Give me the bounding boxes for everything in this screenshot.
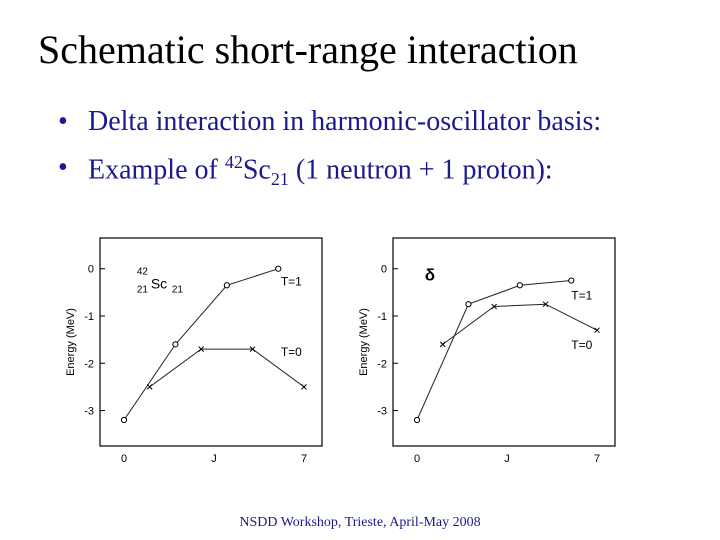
delta-annotation: δ [425,266,435,285]
annotation-neutron-number: 21 [172,285,184,296]
y-tick-label: -2 [84,358,94,370]
energy-chart-left: 0 -1 -2 -3 0 J 7 Energy (MeV) T=1 T=0 42 21 Sc 21 [62,232,324,470]
plot-frame [392,237,616,447]
x-tick-label: 0 [414,453,420,465]
series-line-t1 [416,280,572,421]
data-point-circle [223,282,230,289]
bullet-text-suffix: (1 neutron + 1 proton): [288,154,553,186]
data-point-circle [465,301,472,308]
bullet-dot-icon: • [58,152,68,183]
bullet-item: • Example of 42Sc21 (1 neutron + 1 proto… [58,152,601,198]
data-point-cross [542,301,549,308]
x-tick-label: J [504,453,510,465]
bullet-text-prefix: Example of [88,154,225,186]
series-line-t0 [442,303,598,345]
plot-frame [99,237,323,447]
annotation-element-symbol: Sc [151,276,167,292]
data-point-cross [146,384,153,390]
element-symbol: Sc [242,154,271,186]
data-point-circle [568,277,575,284]
annotation-mass-number: 42 [137,267,149,278]
y-tick-label: -3 [84,406,94,418]
mass-number: 42 [224,152,243,172]
bullet-text: Delta interaction in harmonic-oscillator… [88,106,602,137]
data-point-cross [249,346,256,352]
x-tick-label: 0 [121,453,127,465]
annotation-atomic-number: 21 [137,285,149,296]
y-tick-label: -1 [84,311,94,323]
data-point-cross [439,341,446,348]
bullet-list: • Delta interaction in harmonic-oscillat… [58,106,601,198]
bullet-item: • Delta interaction in harmonic-oscillat… [58,106,601,152]
data-point-cross [301,384,307,390]
data-point-circle [413,416,421,424]
slide-title: Schematic short-range interaction [38,27,578,72]
y-tick-label: 0 [381,264,387,276]
data-point-cross [198,346,204,352]
x-tick-label: 7 [594,453,600,465]
y-tick-label: -2 [377,358,387,370]
series-line-t0 [149,348,305,388]
y-axis-label: Energy (MeV) [65,308,77,376]
data-point-circle [172,341,179,348]
series-label: T=0 [281,345,302,359]
data-point-circle [516,282,523,289]
y-tick-label: -3 [377,406,387,418]
series-label: T=0 [571,338,592,352]
bullet-dot-icon: • [58,106,68,137]
atomic-number: 21 [270,168,289,189]
data-point-cross [594,327,600,334]
energy-chart-right-svg: 0 -1 -2 -3 0 J 7 Energy (MeV) T=1 T=0 δ [358,237,616,465]
series-line-t1 [123,268,279,421]
series-label: T=1 [281,274,302,288]
y-axis-label: Energy (MeV) [358,308,370,376]
data-point-circle [275,265,282,272]
data-point-circle [120,416,128,424]
series-label: T=1 [571,288,592,302]
y-tick-label: -1 [377,311,387,323]
data-point-cross [491,303,497,310]
energy-chart-right: 0 -1 -2 -3 0 J 7 Energy (MeV) T=1 T=0 δ [355,232,617,470]
x-tick-label: 7 [301,453,307,465]
y-tick-label: 0 [88,264,94,276]
footer-text: NSDD Workshop, Trieste, April-May 2008 [239,515,481,530]
x-tick-label: J [211,453,217,465]
